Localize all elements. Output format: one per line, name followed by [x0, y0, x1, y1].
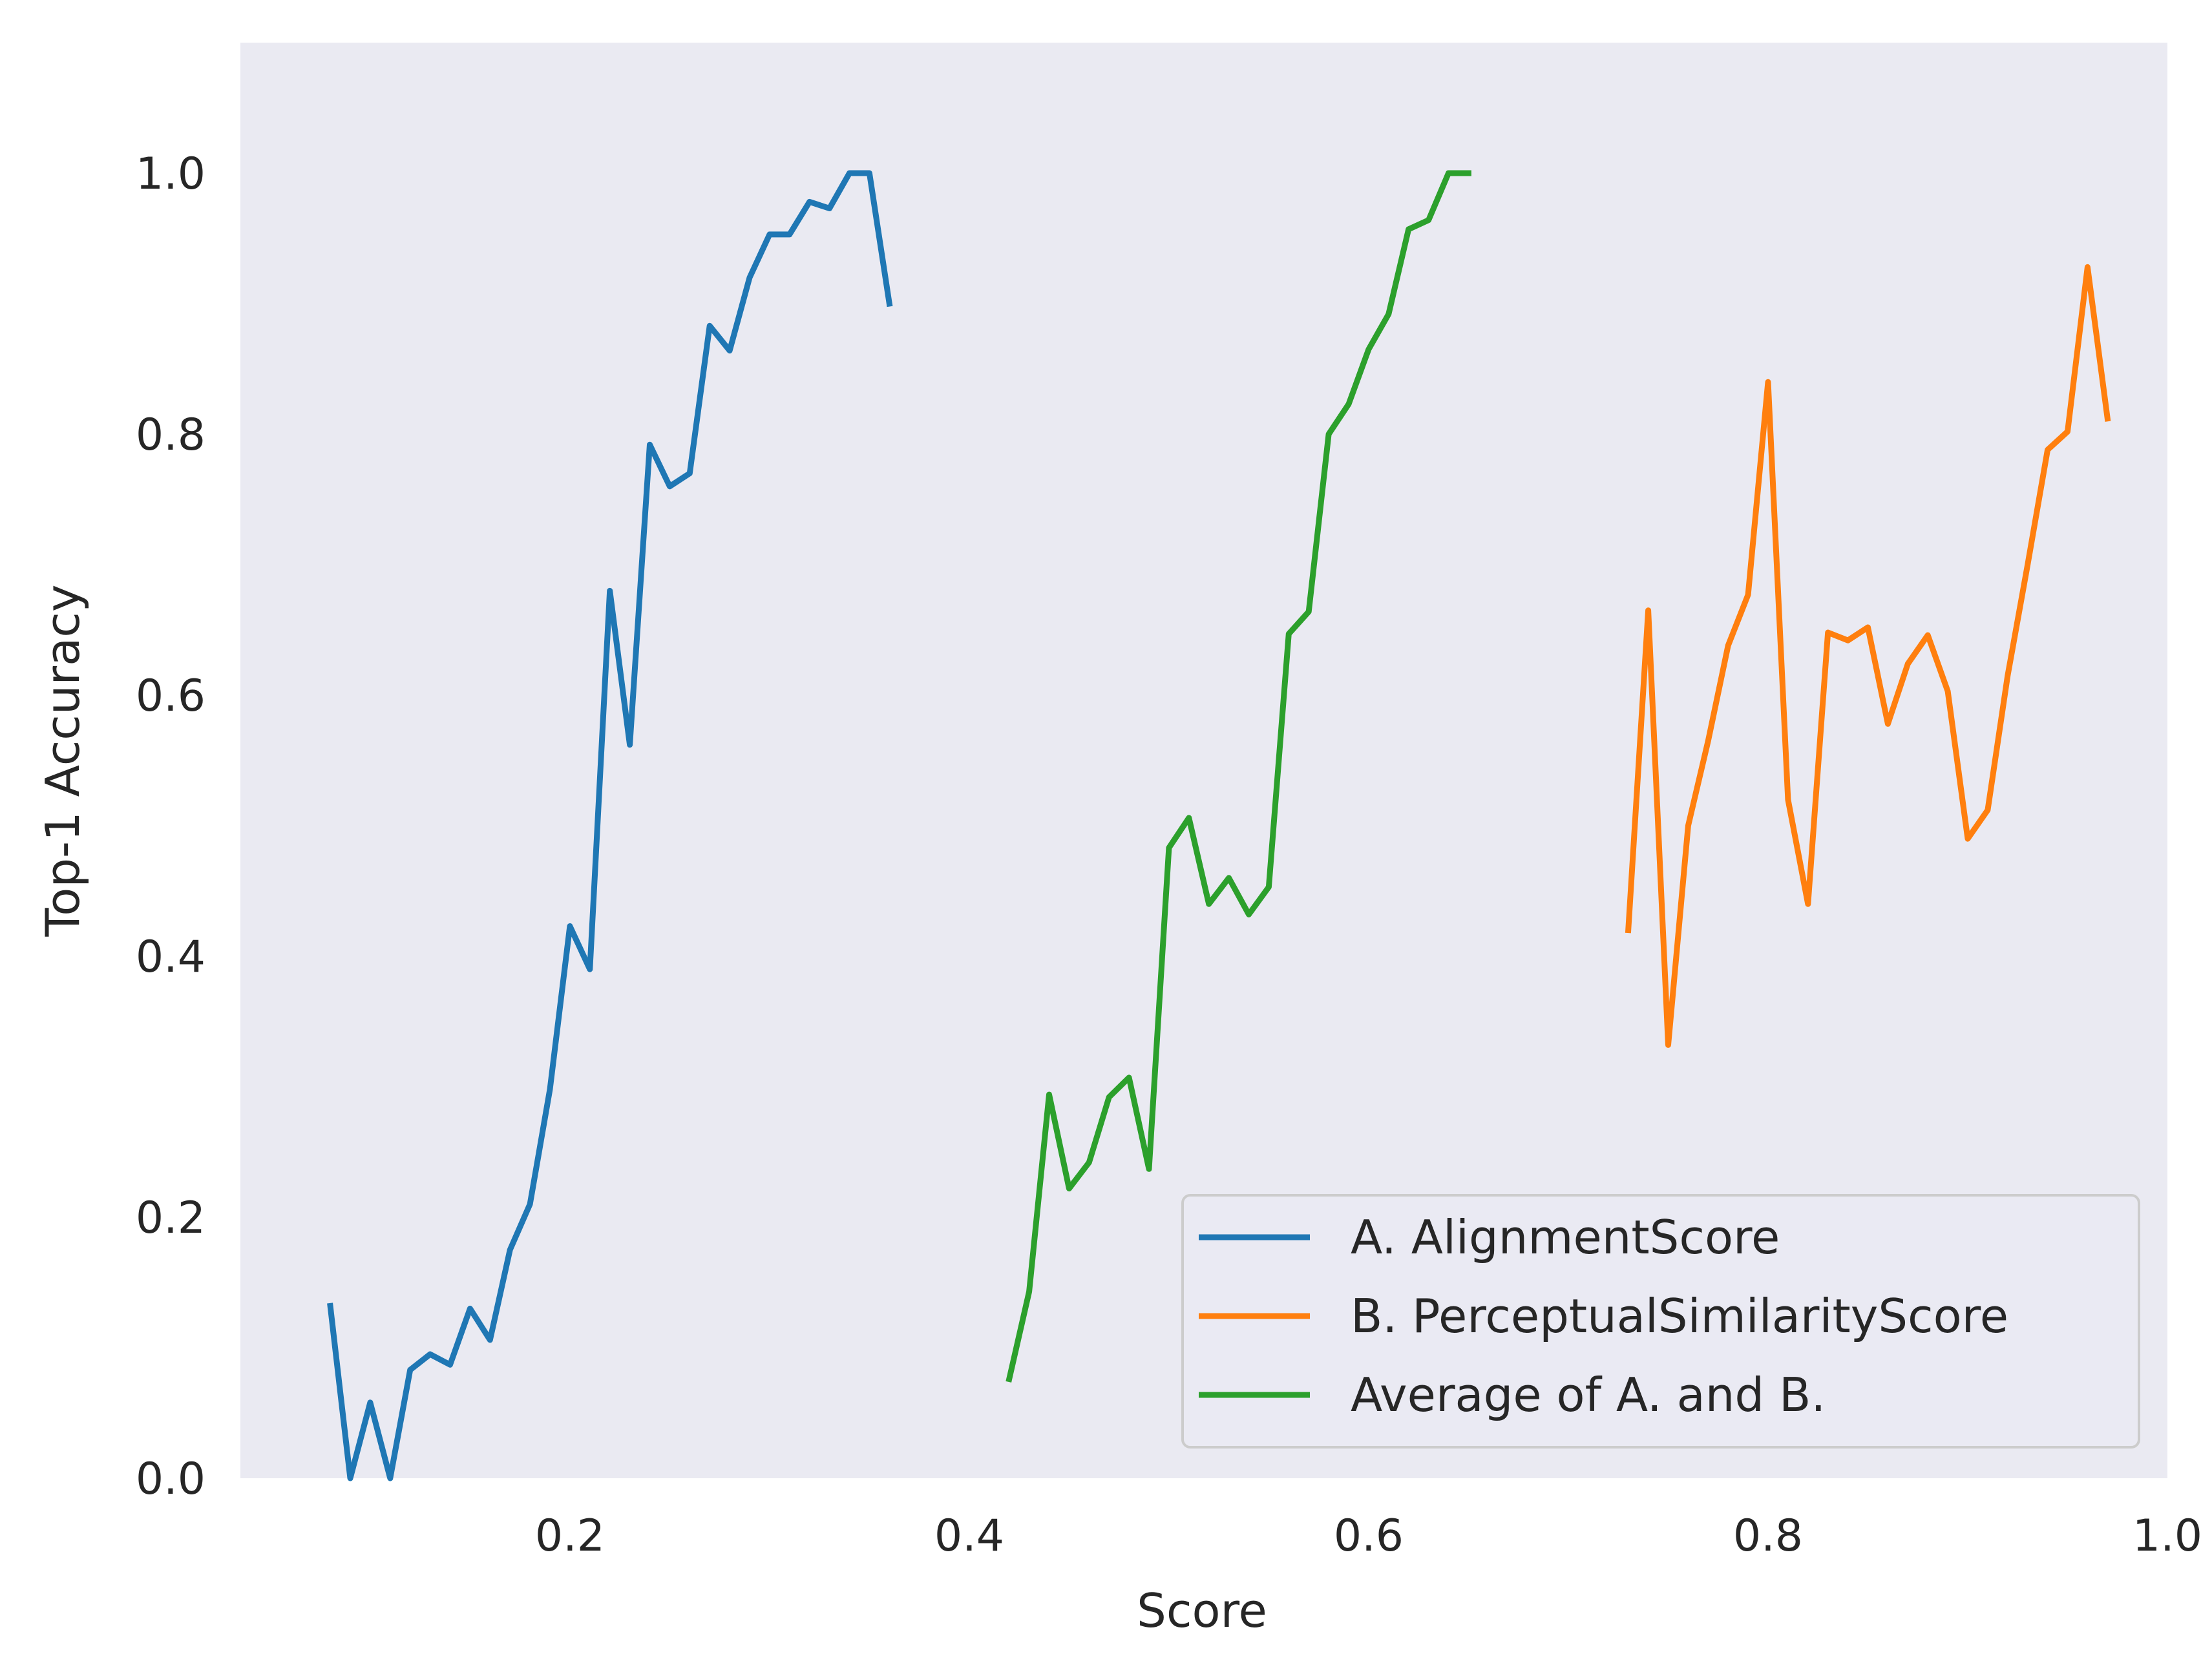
y-axis-label: Top-1 Accuracy — [36, 585, 90, 937]
y-tick-label: 1.0 — [136, 149, 205, 200]
series-layer — [327, 170, 2111, 1481]
legend-box — [1181, 1194, 2140, 1449]
x-tick-label: 0.8 — [1733, 1511, 1803, 1562]
series-line-2 — [1006, 170, 1471, 1383]
legend-label-2: Average of A. and B. — [1351, 1368, 1826, 1422]
y-tick-label: 0.8 — [136, 410, 205, 461]
x-tick-labels: 0.2 0.4 0.6 0.8 1.0 — [535, 1511, 2202, 1562]
legend-label-0: A. AlignmentScore — [1351, 1210, 1780, 1264]
legend-label-1: B. PerceptualSimilarityScore — [1351, 1289, 2008, 1343]
legend-entries: A. AlignmentScore B. PerceptualSimilarity… — [1199, 1210, 2008, 1422]
x-tick-label: 0.4 — [934, 1511, 1004, 1562]
y-tick-label: 0.6 — [136, 671, 205, 722]
y-tick-label: 0.4 — [136, 932, 205, 983]
x-tick-label: 0.6 — [1334, 1511, 1404, 1562]
x-tick-label: 0.2 — [535, 1511, 605, 1562]
y-tick-label: 0.2 — [136, 1193, 205, 1244]
x-tick-label: 1.0 — [2133, 1511, 2202, 1562]
y-tick-labels: 0.0 0.2 0.4 0.6 0.8 1.0 — [136, 149, 205, 1505]
series-line-1 — [1625, 264, 2111, 1048]
y-tick-label: 0.0 — [136, 1454, 205, 1505]
x-axis-label: Score — [1137, 1584, 1267, 1638]
legend: A. AlignmentScore B. PerceptualSimilarity… — [1181, 1194, 2140, 1449]
series-line-0 — [327, 170, 893, 1481]
